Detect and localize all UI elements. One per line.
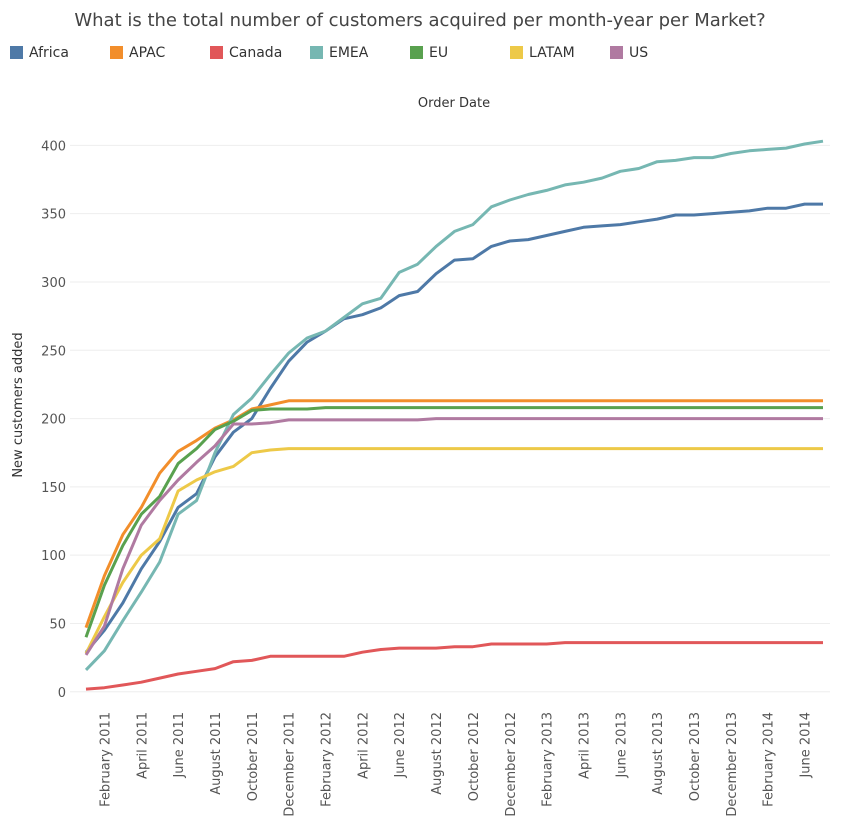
x-tick-label: April 2013 <box>577 712 592 779</box>
x-tick-label: August 2013 <box>651 712 666 795</box>
y-axis-title: New customers added <box>11 332 26 477</box>
line <box>84 139 824 671</box>
x-tick-label: December 2013 <box>725 712 740 817</box>
y-tick-label: 100 <box>41 549 66 564</box>
x-tick-label: February 2013 <box>541 712 556 807</box>
x-tick-label: October 2013 <box>688 712 703 801</box>
y-tick-label: 400 <box>41 139 66 154</box>
line <box>85 641 823 691</box>
y-tick-label: 150 <box>41 481 66 496</box>
y-tick-label: 50 <box>49 617 66 632</box>
line <box>84 202 823 654</box>
line <box>84 447 823 655</box>
y-tick-label: 300 <box>41 276 66 291</box>
x-tick-label: December 2012 <box>504 712 519 817</box>
x-tick-label: December 2011 <box>283 712 298 817</box>
x-axis-title: Order Date <box>418 96 490 111</box>
legend-label: Canada <box>229 45 282 61</box>
x-tick-label: August 2012 <box>430 712 445 795</box>
legend-label: APAC <box>129 45 165 61</box>
legend-swatch <box>410 46 423 59</box>
legend-swatch <box>10 46 23 59</box>
legend-swatch <box>210 46 223 59</box>
legend-label: EMEA <box>329 45 369 61</box>
x-tick-label: February 2012 <box>320 712 335 807</box>
x-tick-label: August 2011 <box>209 712 224 795</box>
legend-label: EU <box>429 45 448 61</box>
legend-swatch <box>610 46 623 59</box>
x-tick-label: October 2011 <box>246 712 261 801</box>
x-tick-label: October 2012 <box>467 712 482 801</box>
x-tick-label: April 2012 <box>356 712 371 779</box>
line <box>84 417 823 656</box>
x-tick-label: June 2013 <box>614 712 629 779</box>
x-tick-label: June 2014 <box>799 712 814 779</box>
legend-label: US <box>629 45 648 61</box>
chart-title: What is the total number of customers ac… <box>74 10 765 31</box>
x-tick-label: February 2014 <box>762 712 777 807</box>
line <box>84 406 823 638</box>
legend-swatch <box>310 46 323 59</box>
legend-label: LATAM <box>529 45 575 61</box>
x-tick-label: June 2011 <box>172 712 187 779</box>
legend-swatch <box>510 46 523 59</box>
x-tick-label: June 2012 <box>393 712 408 779</box>
line <box>84 399 823 629</box>
legend-label: Africa <box>29 45 69 61</box>
y-tick-label: 200 <box>41 413 66 428</box>
legend-swatch <box>110 46 123 59</box>
y-tick-label: 350 <box>41 208 66 223</box>
x-tick-label: February 2011 <box>98 712 113 807</box>
y-tick-label: 0 <box>58 686 66 701</box>
y-tick-label: 250 <box>41 344 66 359</box>
x-tick-label: April 2011 <box>135 712 150 779</box>
